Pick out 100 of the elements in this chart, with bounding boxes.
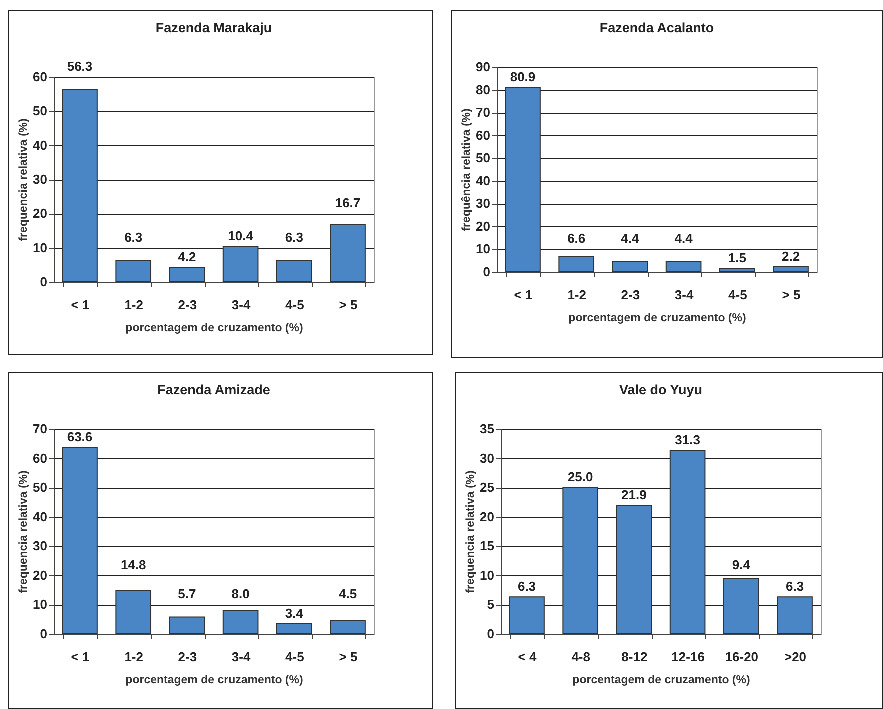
bar [670, 450, 706, 634]
x-tick-label: 4-5 [286, 298, 304, 312]
x-tick-label: 2-3 [178, 298, 198, 312]
y-tick-label: 60 [33, 450, 48, 466]
y-tick-label: 20 [33, 206, 48, 222]
y-tick-label: 10 [476, 242, 490, 257]
x-tick-label: > 5 [339, 298, 358, 312]
x-tick-label: 1-2 [568, 288, 586, 302]
bar [116, 590, 152, 634]
bar [222, 610, 259, 634]
y-tick-label: 90 [476, 60, 490, 74]
bar [562, 487, 599, 634]
bar [612, 261, 648, 272]
bar [773, 266, 809, 272]
y-tick-label: 35 [480, 422, 494, 436]
y-tick-label: 30 [33, 538, 48, 554]
bar [276, 260, 312, 282]
data-label: 25.0 [568, 470, 594, 485]
bar [616, 505, 652, 634]
y-tick-label: 70 [33, 422, 48, 436]
x-tick-label: 4-5 [286, 650, 304, 664]
y-axis-title: frequencia relativa (%) [18, 470, 30, 594]
x-tick-label: 1-2 [124, 650, 144, 664]
y-tick-label: 0 [40, 626, 48, 642]
chart-title: Vale do Yuyu [619, 382, 703, 398]
bar [116, 260, 152, 282]
x-tick-label: > 5 [339, 650, 358, 664]
y-axis-title: frequencia relativa (%) [465, 470, 478, 594]
x-tick-label: 3-4 [232, 298, 252, 312]
y-tick-label: 5 [487, 597, 494, 612]
data-label: 6.3 [786, 579, 804, 594]
data-label: 5.7 [178, 586, 196, 602]
bar [330, 620, 366, 634]
x-tick-label: >20 [784, 650, 807, 664]
y-tick-label: 20 [476, 218, 490, 234]
data-label: 10.4 [228, 228, 254, 244]
y-tick-label: 0 [487, 626, 494, 642]
bar [169, 616, 206, 634]
y-tick-label: 40 [476, 173, 490, 188]
x-tick-label: < 4 [518, 650, 538, 664]
data-label: 1.5 [728, 250, 746, 266]
x-axis-title: porcentagem de cruzamento (%) [126, 322, 304, 334]
x-axis-title: porcentagem de cruzamento (%) [568, 312, 746, 324]
bar [509, 596, 545, 634]
y-axis-title: frequencia relativa (%) [18, 118, 30, 242]
data-label: 31.3 [675, 432, 700, 448]
data-label: 21.9 [622, 488, 647, 503]
data-label: 63.6 [67, 430, 93, 445]
bar [62, 89, 98, 282]
y-tick-label: 50 [33, 104, 48, 119]
bar [719, 268, 756, 272]
data-label: 4.5 [338, 586, 358, 602]
x-axis-title: porcentagem de cruzamento (%) [126, 674, 304, 686]
y-tick-label: 25 [480, 480, 494, 496]
x-tick-label: 4-5 [728, 288, 748, 302]
data-label: 6.3 [285, 230, 304, 245]
y-tick-label: 10 [33, 597, 48, 612]
bar [777, 596, 813, 634]
x-tick-label: < 1 [71, 650, 90, 664]
x-tick-label: < 1 [71, 298, 90, 312]
chart-title: Fazenda Marakaju [156, 20, 272, 36]
bar [723, 578, 760, 634]
bar [666, 261, 702, 272]
y-tick-label: 20 [480, 509, 494, 524]
data-label: 6.3 [124, 230, 143, 245]
y-tick-label: 70 [476, 105, 490, 120]
bar [62, 447, 98, 634]
x-tick-label: 3-4 [232, 650, 252, 664]
y-tick-label: 10 [480, 568, 494, 583]
x-tick-label: 16-20 [725, 650, 759, 664]
chart-title: Fazenda Amizade [158, 382, 271, 398]
y-tick-label: 10 [33, 240, 48, 256]
data-label: 4.4 [674, 231, 694, 246]
x-tick-label: 3-4 [674, 288, 694, 302]
x-tick-label: 12-16 [672, 650, 705, 664]
data-label: 3.4 [285, 606, 304, 622]
bar [276, 624, 312, 634]
data-label: 4.2 [178, 250, 196, 265]
x-tick-label: 4-8 [572, 650, 590, 664]
bar [169, 267, 206, 282]
y-tick-label: 60 [33, 70, 48, 84]
y-axis-title: frequência relativa (%) [461, 108, 474, 232]
y-tick-label: 30 [480, 450, 494, 466]
data-label: 16.7 [335, 196, 361, 211]
y-tick-label: 30 [476, 196, 490, 212]
x-tick-label: > 5 [782, 288, 801, 302]
y-tick-label: 40 [33, 138, 48, 153]
bar [558, 256, 595, 272]
y-tick-label: 80 [476, 82, 490, 98]
y-tick-label: 40 [33, 509, 48, 524]
y-tick-label: 30 [33, 172, 48, 187]
data-label: 80.9 [510, 70, 536, 85]
y-tick-label: 60 [476, 128, 490, 143]
y-tick-label: 20 [33, 568, 48, 583]
data-label: 6.3 [518, 579, 536, 594]
x-axis-title: porcentagem de cruzamento (%) [572, 674, 750, 686]
x-tick-label: 1-2 [124, 298, 144, 312]
bar [330, 224, 366, 282]
data-label: 4.4 [621, 231, 640, 246]
data-label: 56.3 [67, 59, 93, 74]
